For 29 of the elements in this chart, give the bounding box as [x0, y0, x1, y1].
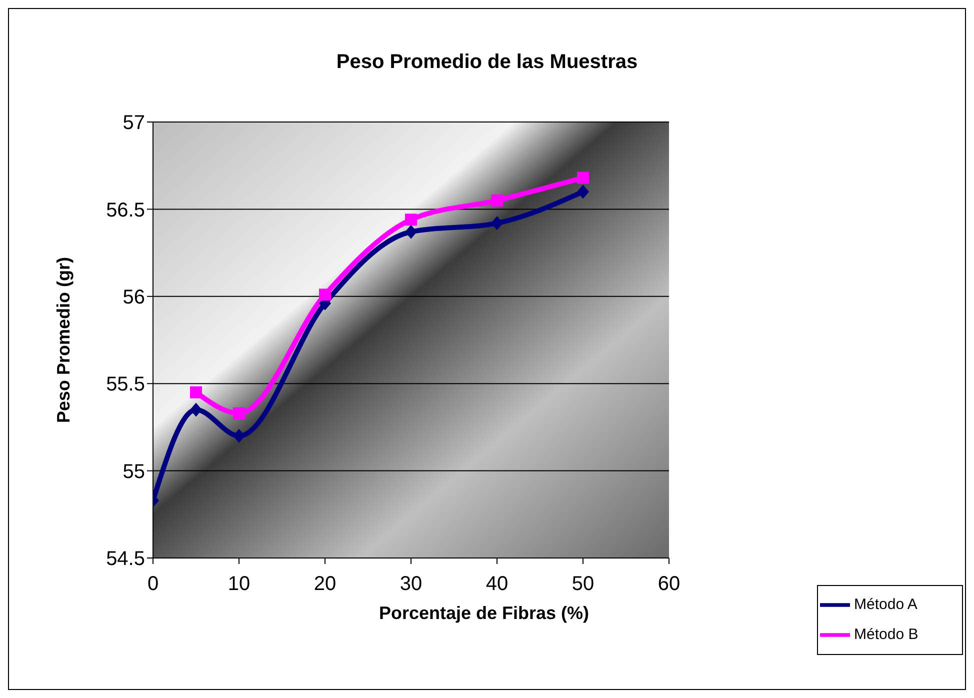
point	[190, 386, 202, 398]
point	[233, 407, 245, 420]
x-tick-label: 10	[228, 573, 250, 596]
x-tick-label: 30	[400, 573, 422, 596]
x-tick-label: 0	[147, 573, 159, 596]
x-tick-label: 50	[572, 573, 594, 596]
point	[319, 288, 331, 301]
y-tick-label: 56	[122, 286, 145, 308]
point	[491, 216, 503, 230]
legend-label: Método A	[854, 596, 918, 613]
x-axis-title: Porcentaje de Fibras (%)	[378, 603, 590, 624]
x-tick-label: 60	[658, 573, 680, 596]
point	[491, 194, 503, 206]
legend-label: Método B	[854, 626, 918, 643]
y-axis-title: Peso Promedio (gr)	[53, 256, 74, 424]
point	[190, 402, 202, 417]
x-tick-label: 40	[486, 573, 508, 596]
y-tick-label: 57	[122, 112, 145, 134]
point	[405, 214, 417, 226]
y-tick-label: 56.5	[106, 199, 145, 222]
point	[577, 172, 589, 184]
point	[233, 428, 245, 443]
point	[577, 184, 589, 199]
chart-title: Peso Promedio de las Muestras	[335, 51, 639, 74]
y-tick-label: 54.5	[106, 548, 145, 570]
point	[405, 224, 417, 239]
x-tick-label: 20	[314, 573, 336, 596]
y-tick-label: 55.5	[106, 374, 145, 396]
y-tick-label: 55	[122, 460, 145, 483]
